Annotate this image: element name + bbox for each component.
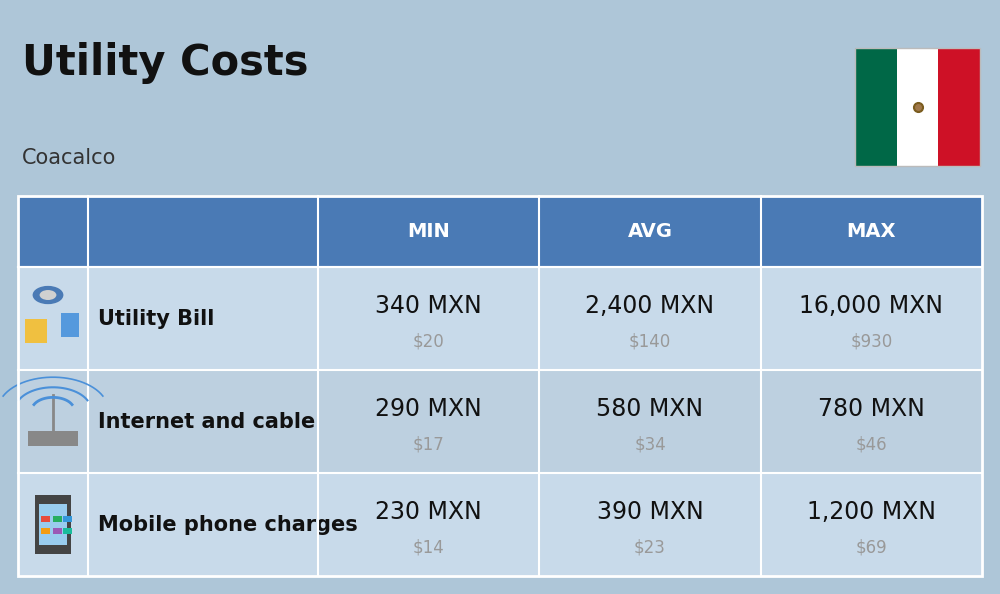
Text: 780 MXN: 780 MXN [818, 397, 925, 421]
Bar [539, 473, 761, 576]
Bar [761, 267, 982, 370]
Bar [539, 267, 761, 370]
Bar [18, 267, 88, 370]
Bar [28, 431, 78, 446]
Bar [41, 528, 50, 533]
Bar [25, 319, 47, 343]
Bar [88, 267, 318, 370]
Bar [18, 473, 88, 576]
Text: 290 MXN: 290 MXN [375, 397, 482, 421]
Bar [539, 370, 761, 473]
Bar [88, 196, 318, 267]
Text: Coacalco: Coacalco [22, 148, 116, 169]
Text: 2,400 MXN: 2,400 MXN [585, 295, 715, 318]
Bar [318, 370, 539, 473]
Text: $930: $930 [850, 333, 892, 350]
Text: $17: $17 [413, 435, 445, 453]
Bar [18, 196, 88, 267]
Bar [18, 196, 982, 576]
Text: 16,000 MXN: 16,000 MXN [799, 295, 943, 318]
Bar [18, 370, 88, 473]
Text: $20: $20 [413, 333, 445, 350]
Bar [761, 370, 982, 473]
Text: MIN: MIN [407, 222, 450, 241]
Text: $69: $69 [856, 538, 887, 557]
Bar [53, 528, 62, 533]
Circle shape [33, 286, 63, 304]
Text: Utility Bill: Utility Bill [98, 309, 214, 329]
Bar [938, 48, 980, 166]
Bar [41, 516, 50, 522]
Bar [53, 516, 62, 522]
Bar [855, 48, 897, 166]
Text: 340 MXN: 340 MXN [375, 295, 482, 318]
Text: $46: $46 [856, 435, 887, 453]
Text: AVG: AVG [628, 222, 672, 241]
Bar [539, 196, 761, 267]
Bar [318, 196, 539, 267]
Bar [35, 495, 71, 554]
Text: $140: $140 [629, 333, 671, 350]
Bar [318, 267, 539, 370]
Text: $34: $34 [634, 435, 666, 453]
Bar [761, 196, 982, 267]
Bar [63, 516, 72, 522]
Bar [897, 48, 938, 166]
Bar [88, 370, 318, 473]
Bar [63, 528, 72, 533]
Text: Mobile phone charges: Mobile phone charges [98, 514, 358, 535]
Bar [39, 504, 67, 545]
Text: 390 MXN: 390 MXN [597, 500, 703, 525]
Bar [61, 313, 79, 337]
Circle shape [40, 290, 56, 300]
Text: 580 MXN: 580 MXN [596, 397, 704, 421]
Text: MAX: MAX [847, 222, 896, 241]
Text: Internet and cable: Internet and cable [98, 412, 315, 432]
Text: 230 MXN: 230 MXN [375, 500, 482, 525]
Bar [318, 473, 539, 576]
Bar [761, 473, 982, 576]
Text: $14: $14 [413, 538, 445, 557]
Bar [855, 48, 980, 166]
Text: $23: $23 [634, 538, 666, 557]
Text: Utility Costs: Utility Costs [22, 42, 308, 84]
Bar [88, 473, 318, 576]
Text: 1,200 MXN: 1,200 MXN [807, 500, 936, 525]
